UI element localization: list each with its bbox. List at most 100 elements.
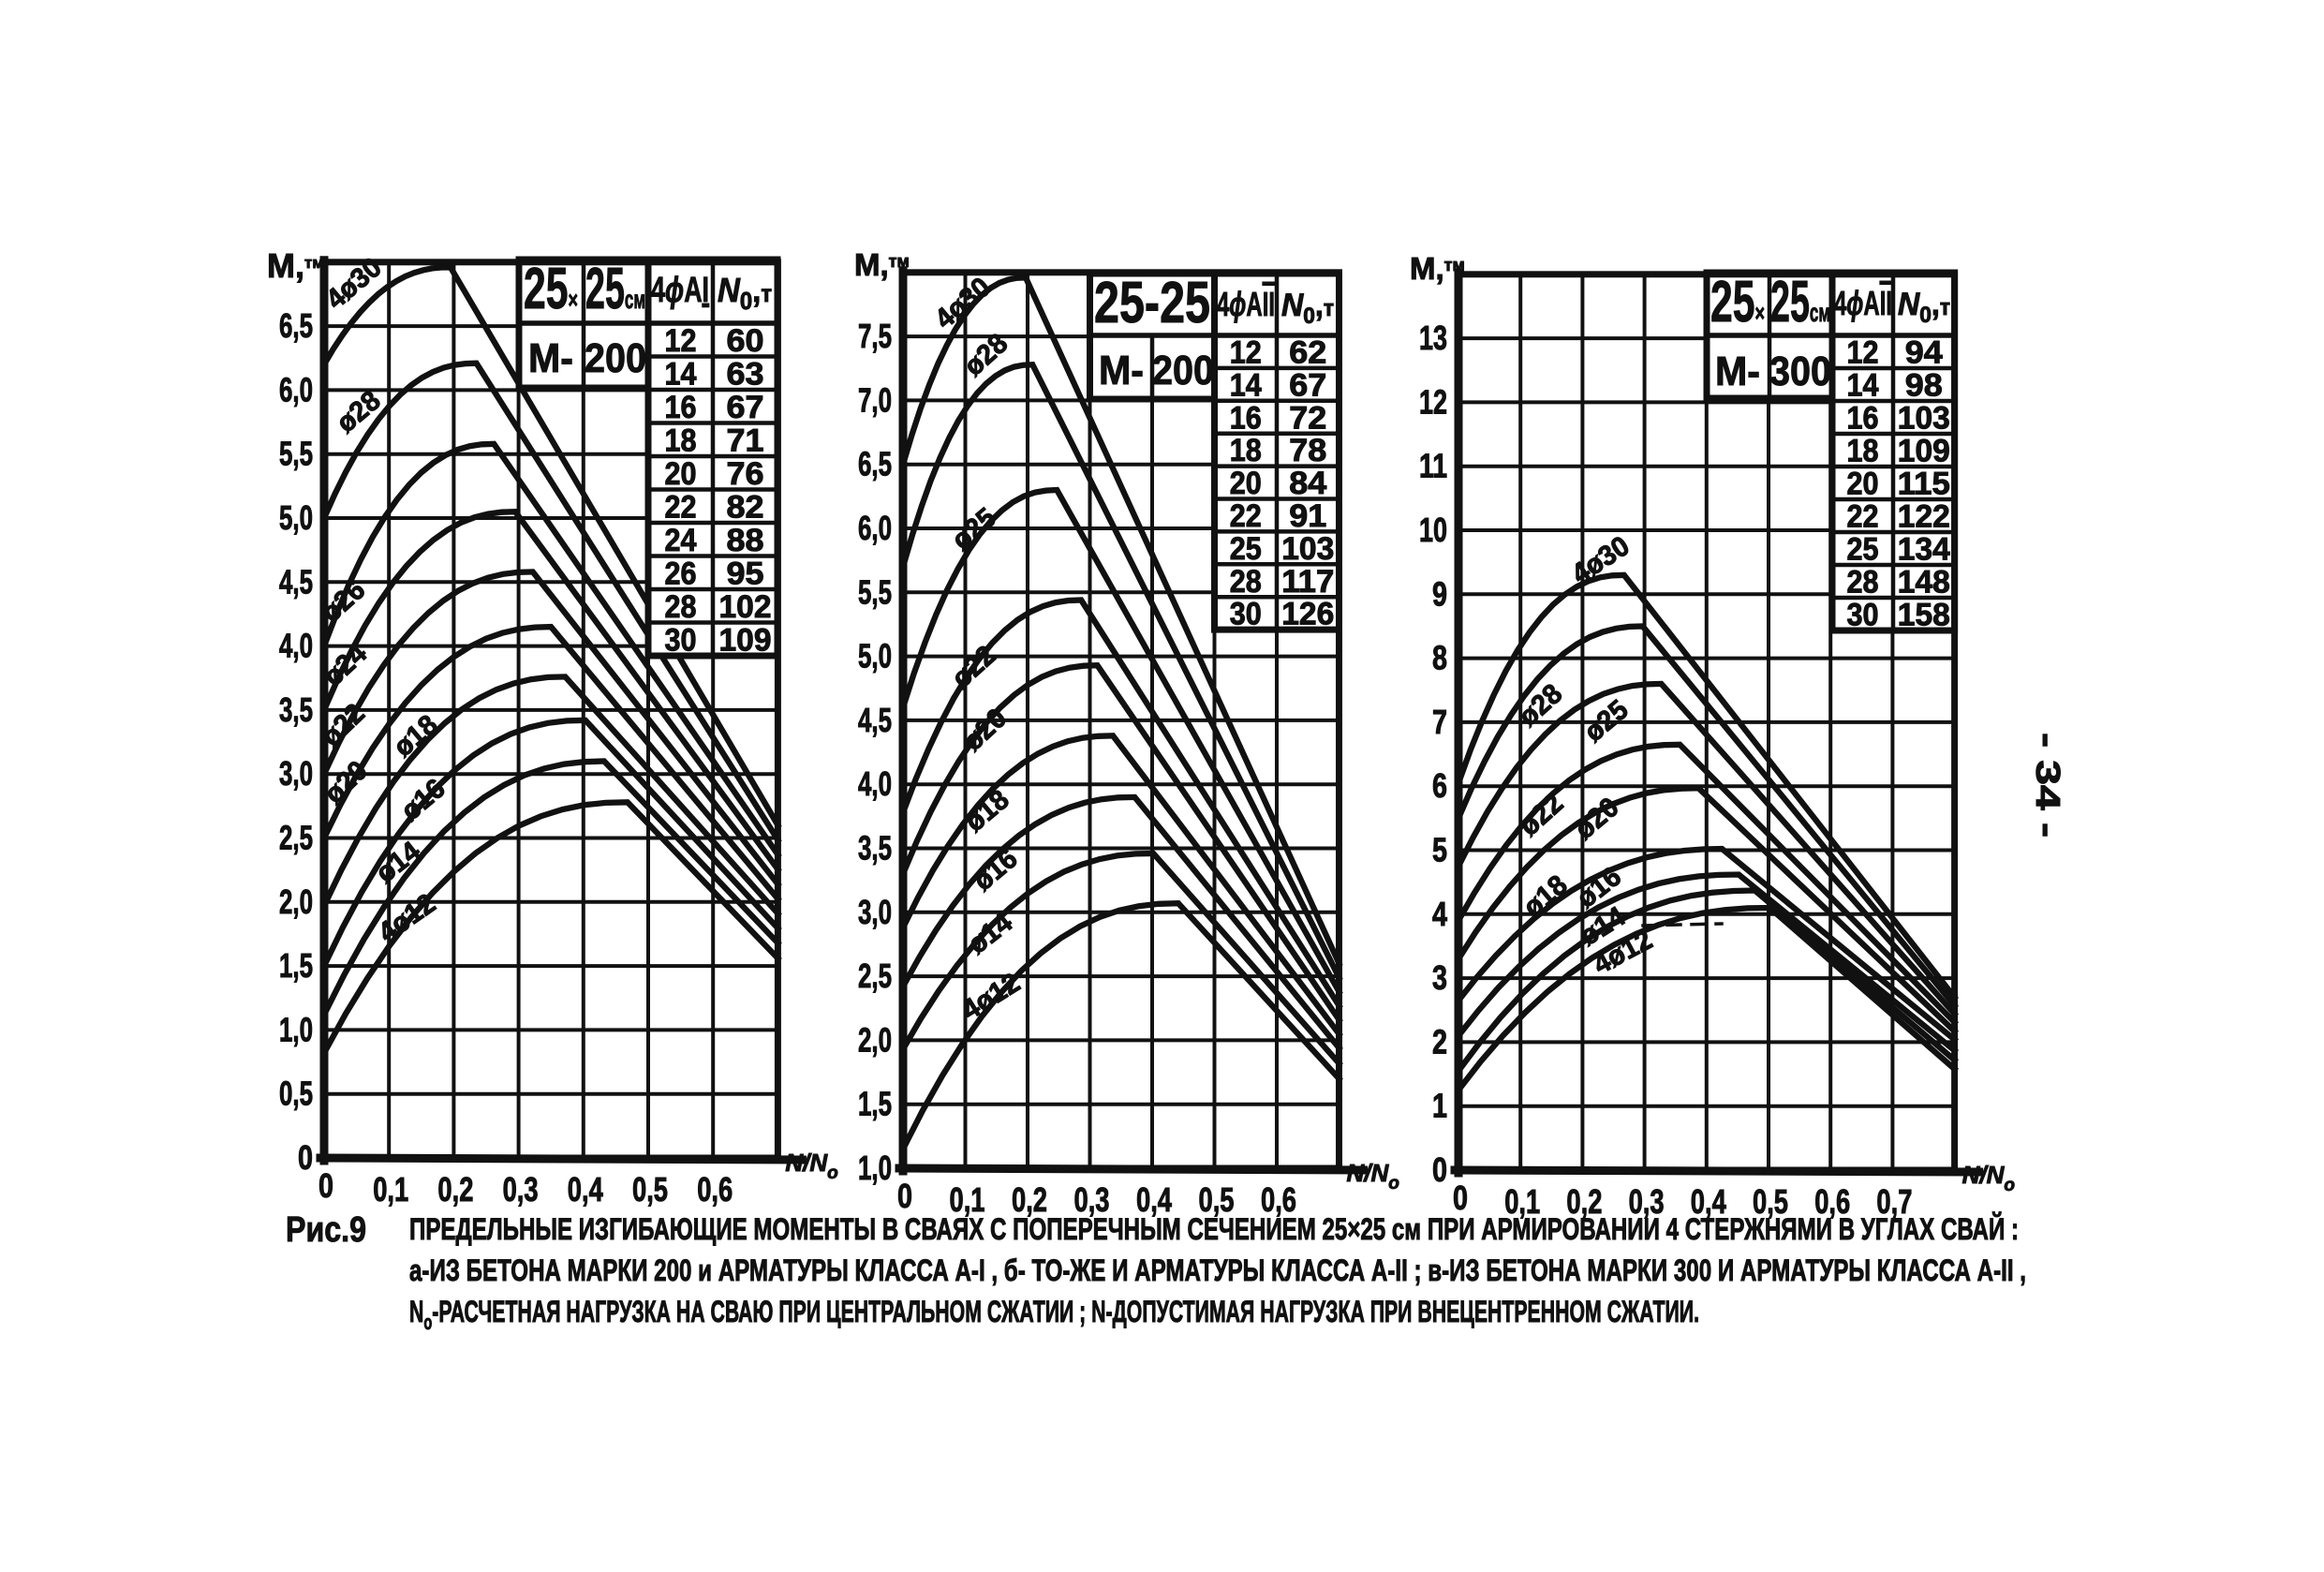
- svg-text:- 34 -: - 34 -: [2029, 733, 2067, 838]
- svg-text:0,3: 0,3: [1629, 1182, 1665, 1221]
- svg-text:4,0: 4,0: [858, 764, 892, 803]
- svg-text:103: 103: [1898, 401, 1950, 437]
- svg-text:14: 14: [1230, 367, 1262, 403]
- svg-text:158: 158: [1898, 598, 1950, 633]
- svg-text:0: 0: [1432, 1150, 1447, 1189]
- svg-text:82: 82: [727, 489, 764, 525]
- svg-text:0: 0: [897, 1177, 912, 1215]
- svg-text:13: 13: [1419, 319, 1447, 357]
- svg-text:126: 126: [1281, 597, 1334, 632]
- svg-text:1,0: 1,0: [858, 1149, 892, 1187]
- svg-text:94: 94: [1905, 335, 1943, 371]
- svg-text:0,2: 0,2: [437, 1170, 473, 1209]
- svg-text:3,5: 3,5: [279, 690, 313, 729]
- svg-text:4,0: 4,0: [279, 627, 313, 665]
- svg-text:0,2: 0,2: [1566, 1182, 1602, 1221]
- svg-text:0,6: 0,6: [697, 1170, 733, 1209]
- svg-text:0,6: 0,6: [1261, 1180, 1296, 1219]
- svg-text:4,5: 4,5: [279, 562, 313, 601]
- svg-text:18: 18: [1230, 433, 1262, 468]
- svg-text:0,5: 0,5: [279, 1075, 313, 1113]
- svg-text:18: 18: [665, 423, 697, 458]
- svg-text:6,0: 6,0: [858, 509, 892, 547]
- svg-text:12: 12: [1419, 382, 1447, 421]
- svg-text:4ϕАI: 4ϕАI: [651, 271, 709, 310]
- svg-text:4,5: 4,5: [858, 701, 892, 739]
- svg-text:200: 200: [585, 335, 646, 381]
- svg-text:67: 67: [1289, 367, 1326, 403]
- svg-text:N0,т: N0,т: [1898, 287, 1950, 328]
- svg-text:62: 62: [1289, 334, 1326, 370]
- svg-text:8: 8: [1432, 639, 1447, 677]
- svg-text:14: 14: [1847, 368, 1879, 404]
- svg-text:60: 60: [727, 323, 764, 359]
- svg-text:300: 300: [1769, 349, 1831, 394]
- svg-text:1: 1: [1432, 1087, 1447, 1125]
- svg-text:4ϕАII: 4ϕАII: [1834, 284, 1892, 322]
- svg-text:71: 71: [727, 423, 764, 458]
- svg-text:115: 115: [1898, 467, 1950, 502]
- svg-text:10: 10: [1419, 511, 1447, 549]
- svg-text:3,0: 3,0: [279, 754, 313, 793]
- svg-text:3: 3: [1432, 958, 1447, 997]
- svg-text:М,тм: М,тм: [1410, 251, 1465, 286]
- svg-text:0,5: 0,5: [1199, 1180, 1235, 1219]
- svg-text:0,2: 0,2: [1012, 1180, 1047, 1219]
- svg-text:ПРЕДЕЛЬНЫЕ ИЗГИБАЮЩИЕ МОМЕНТ: ПРЕДЕЛЬНЫЕ ИЗГИБАЮЩИЕ МОМЕНТЫ В СВАЯХ С …: [409, 1212, 2019, 1246]
- svg-text:2,0: 2,0: [858, 1020, 892, 1059]
- svg-text:18: 18: [1847, 434, 1879, 469]
- svg-text:14: 14: [665, 356, 697, 392]
- svg-text:0,3: 0,3: [1074, 1180, 1110, 1219]
- svg-text:4ϕАII: 4ϕАII: [1217, 285, 1275, 323]
- svg-text:148: 148: [1898, 565, 1950, 601]
- svg-text:30: 30: [1230, 597, 1262, 632]
- svg-text:72: 72: [1289, 400, 1326, 436]
- svg-text:28: 28: [1230, 564, 1262, 600]
- svg-text:3,0: 3,0: [858, 893, 892, 931]
- svg-text:0: 0: [1453, 1179, 1468, 1217]
- svg-text:0,3: 0,3: [503, 1170, 539, 1209]
- svg-text:63: 63: [727, 356, 764, 392]
- svg-text:88: 88: [727, 523, 764, 558]
- svg-text:22: 22: [665, 489, 697, 525]
- svg-text:0,1: 0,1: [373, 1170, 408, 1209]
- svg-text:0,7: 0,7: [1876, 1182, 1912, 1221]
- svg-text:200: 200: [1152, 348, 1214, 393]
- svg-text:1,5: 1,5: [858, 1085, 892, 1123]
- svg-text:0,4: 0,4: [1136, 1180, 1172, 1219]
- svg-text:9: 9: [1432, 574, 1447, 613]
- svg-text:1,0: 1,0: [279, 1010, 313, 1048]
- svg-text:2,0: 2,0: [279, 882, 313, 921]
- svg-text:28: 28: [1847, 565, 1879, 601]
- svg-text:117: 117: [1281, 564, 1334, 600]
- svg-text:134: 134: [1898, 532, 1950, 568]
- svg-text:5,5: 5,5: [858, 572, 892, 611]
- svg-text:20: 20: [1847, 467, 1879, 502]
- svg-text:0,1: 0,1: [1504, 1182, 1540, 1221]
- svg-text:М-: М-: [1715, 349, 1760, 394]
- svg-text:0,5: 0,5: [632, 1170, 668, 1209]
- svg-text:20: 20: [665, 456, 697, 492]
- svg-text:0: 0: [298, 1138, 313, 1177]
- svg-text:4: 4: [1432, 895, 1447, 933]
- svg-text:122: 122: [1898, 499, 1950, 535]
- svg-text:76: 76: [727, 456, 764, 492]
- svg-text:6,5: 6,5: [858, 445, 892, 483]
- svg-text:12: 12: [665, 323, 697, 359]
- svg-text:7,0: 7,0: [858, 380, 892, 419]
- svg-text:84: 84: [1289, 466, 1326, 501]
- svg-text:102: 102: [719, 589, 772, 625]
- svg-text:5: 5: [1432, 831, 1447, 869]
- svg-text:2: 2: [1432, 1022, 1447, 1060]
- svg-text:11: 11: [1419, 447, 1447, 485]
- svg-text:6: 6: [1432, 766, 1447, 805]
- svg-text:7: 7: [1432, 703, 1447, 741]
- svg-text:6,0: 6,0: [279, 370, 313, 408]
- svg-text:98: 98: [1905, 368, 1943, 404]
- svg-text:N0,т: N0,т: [718, 271, 772, 315]
- svg-text:12: 12: [1230, 334, 1262, 370]
- svg-text:N0,т: N0,т: [1281, 288, 1334, 329]
- svg-text:16: 16: [665, 390, 697, 425]
- svg-text:0,1: 0,1: [950, 1180, 985, 1219]
- svg-text:7,5: 7,5: [858, 317, 892, 355]
